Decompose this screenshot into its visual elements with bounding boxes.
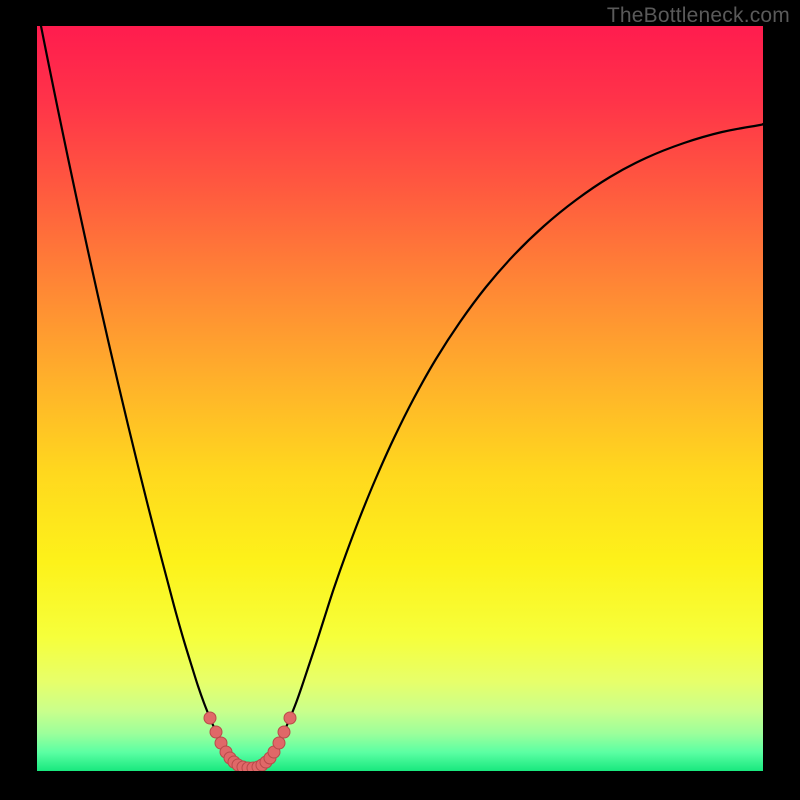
- optimal-marker: [273, 737, 285, 749]
- optimal-marker: [210, 726, 222, 738]
- optimal-marker: [204, 712, 216, 724]
- bottleneck-chart: [0, 0, 800, 800]
- plot-background: [37, 26, 763, 771]
- stage: TheBottleneck.com: [0, 0, 800, 800]
- watermark-text: TheBottleneck.com: [607, 4, 790, 28]
- optimal-marker: [284, 712, 296, 724]
- optimal-marker: [278, 726, 290, 738]
